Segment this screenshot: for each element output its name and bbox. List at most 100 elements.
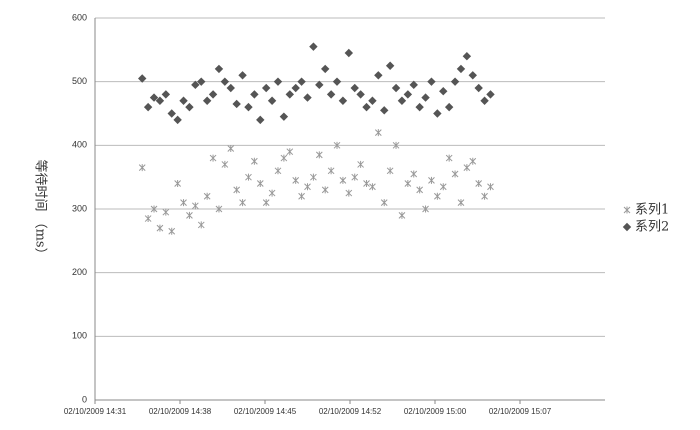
point xyxy=(173,115,182,125)
point xyxy=(143,102,153,112)
point xyxy=(156,224,164,232)
point xyxy=(339,176,347,184)
point xyxy=(468,71,477,80)
legend-label: 系列2 xyxy=(635,220,669,235)
point xyxy=(481,192,488,200)
point xyxy=(267,96,277,105)
point xyxy=(161,90,171,99)
point xyxy=(244,102,253,112)
point xyxy=(232,99,241,109)
point xyxy=(380,106,389,115)
x-tick-label: 02/10/2009 14:45 xyxy=(234,407,297,416)
point xyxy=(221,160,229,168)
legend-label: 系列1 xyxy=(635,203,669,218)
legend-marker xyxy=(623,206,631,214)
point xyxy=(149,93,159,102)
point xyxy=(456,64,466,74)
point xyxy=(321,186,329,194)
point xyxy=(487,183,494,191)
point xyxy=(208,90,218,99)
point xyxy=(374,71,383,80)
point xyxy=(138,74,147,83)
point xyxy=(191,202,199,210)
y-tick-label: 100 xyxy=(72,331,87,341)
y-axis-title: 等待时间 （ms） xyxy=(33,159,49,260)
point xyxy=(256,115,265,125)
point xyxy=(338,96,348,105)
point xyxy=(261,83,271,93)
point xyxy=(403,90,413,99)
y-tick-label: 500 xyxy=(72,76,87,86)
point xyxy=(197,221,205,229)
point xyxy=(303,93,312,102)
point xyxy=(374,129,382,137)
point xyxy=(321,64,330,74)
point xyxy=(262,199,270,207)
point xyxy=(345,189,353,197)
point xyxy=(462,51,472,61)
point xyxy=(433,109,442,118)
point xyxy=(415,102,424,112)
point xyxy=(250,90,259,99)
x-tick-label: 02/10/2009 14:52 xyxy=(319,407,382,416)
point xyxy=(202,96,212,105)
point xyxy=(369,183,376,191)
point xyxy=(315,80,324,90)
point xyxy=(445,154,453,162)
point xyxy=(450,77,460,86)
point xyxy=(155,96,165,105)
point xyxy=(434,192,441,200)
point xyxy=(233,186,241,194)
legend-marker xyxy=(622,222,632,232)
point xyxy=(444,102,454,112)
point xyxy=(397,96,407,105)
point xyxy=(179,96,188,105)
point xyxy=(332,77,342,86)
point xyxy=(215,205,223,213)
point xyxy=(333,141,341,149)
point xyxy=(220,77,230,86)
point xyxy=(251,157,258,165)
point xyxy=(439,87,448,96)
point xyxy=(291,83,300,93)
point xyxy=(180,199,187,207)
point xyxy=(256,180,264,188)
point xyxy=(144,215,152,223)
point xyxy=(398,211,406,219)
point xyxy=(186,211,193,219)
point xyxy=(191,80,200,90)
point xyxy=(138,164,146,172)
point xyxy=(428,176,435,184)
point xyxy=(273,77,283,86)
point xyxy=(285,90,294,99)
point xyxy=(274,167,282,175)
point xyxy=(404,180,412,188)
point xyxy=(474,83,483,93)
point xyxy=(203,192,211,200)
point xyxy=(351,173,359,181)
y-tick-label: 0 xyxy=(82,394,87,404)
point xyxy=(469,157,477,165)
point xyxy=(209,154,217,162)
point xyxy=(268,189,276,197)
point xyxy=(463,164,471,172)
point xyxy=(227,145,235,153)
x-tick-label: 02/10/2009 14:31 xyxy=(64,407,127,416)
point xyxy=(185,102,194,112)
y-tick-label: 400 xyxy=(72,140,87,150)
point xyxy=(386,167,394,175)
point xyxy=(357,160,364,168)
point xyxy=(238,71,247,80)
point xyxy=(392,141,400,149)
point xyxy=(174,180,181,188)
point xyxy=(214,64,224,74)
point xyxy=(486,90,495,99)
point xyxy=(385,61,395,70)
point xyxy=(197,77,206,86)
point xyxy=(421,93,430,102)
point xyxy=(150,205,158,213)
point xyxy=(416,186,424,194)
point xyxy=(457,199,465,207)
